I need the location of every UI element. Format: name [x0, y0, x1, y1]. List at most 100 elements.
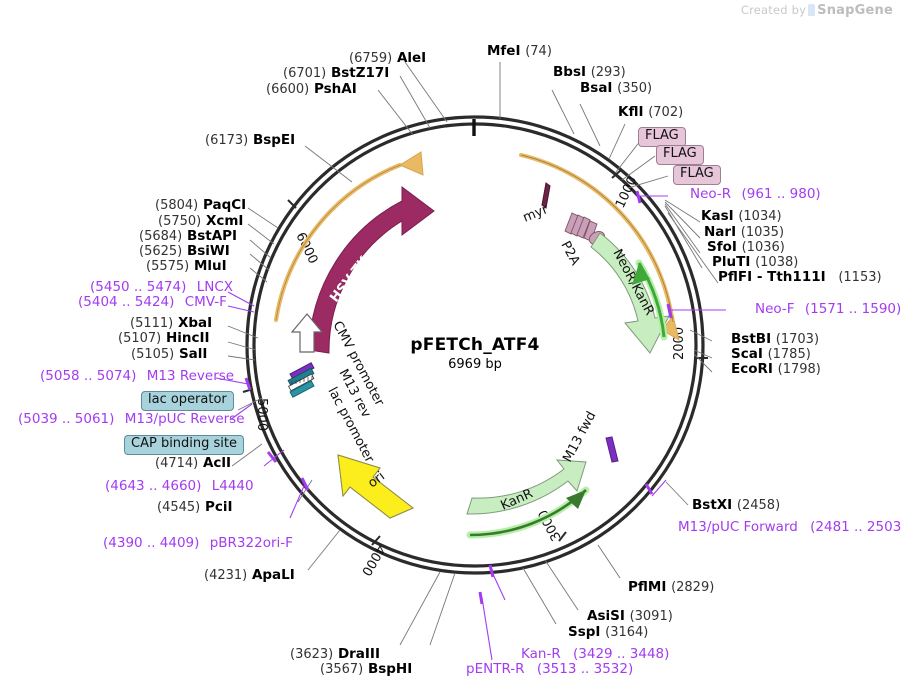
label-pflmi-position: (2829) [671, 580, 715, 595]
label-kasi-position: (1034) [738, 209, 782, 224]
ruler-tick-3000 [558, 531, 567, 542]
leader-lines-bottom-features [481, 571, 506, 661]
plasmid-name: pFETCh_ATF4 [410, 335, 540, 355]
label-pentr-r-position: (3513 .. 3532) [536, 661, 634, 677]
feature-label-kanr: KanR [499, 486, 536, 513]
label-nari-position: (1035) [740, 225, 785, 240]
label-bbsi-enzyme: BbsI [553, 64, 587, 80]
tag-flag-2: FLAG [656, 145, 704, 165]
leader-lines-top-right [499, 62, 669, 189]
label-pcii: (4545) PciI [157, 500, 233, 515]
label-mlui-position: (5575) [146, 259, 190, 274]
label-pflfi-tth111i-position: (1153) [838, 270, 882, 285]
label-kfli-enzyme: KflI [618, 104, 644, 120]
label-xcmi: (5750) XcmI [158, 213, 244, 229]
plasmid-size: 6969 bp [448, 357, 502, 372]
label-xcmi-position: (5750) [158, 214, 202, 229]
label-bsiwi-position: (5625) [139, 244, 183, 259]
label-m13puc-forward-position: (2481 .. 2503) [810, 519, 901, 535]
label-mfei: MfeI (74) [487, 44, 552, 59]
label-apali-position: (4231) [204, 568, 248, 583]
label-bsphi-position: (3567) [320, 662, 364, 677]
label-paqci: (5804) PaqCI [155, 197, 247, 213]
feature-marker-myr [541, 182, 551, 209]
label-sspi-position: (3164) [605, 625, 649, 640]
label-lncx-feature: LNCX [196, 279, 234, 295]
label-bbsi: BbsI (293) [553, 64, 626, 80]
label-hincii: (5107) HincII [118, 331, 210, 346]
label-l4440: (4643 .. 4660) L4440 [105, 478, 254, 494]
label-m13puc-forward: M13/pUC Forward (2481 .. 2503) [678, 519, 901, 535]
label-neo-f-position: (1571 .. 1590) [804, 301, 901, 317]
label-bsai: BsaI (350) [580, 80, 652, 96]
label-pluti: PluTI (1038) [712, 255, 799, 270]
site-tick-m13-reverse [244, 377, 252, 391]
leader-lines-bottom [399, 544, 621, 646]
label-lncx: (5450 .. 5474) LNCX [90, 279, 234, 295]
label-pflfi-tth111i: PflFI - Tth111I (1153) [718, 270, 882, 285]
label-m13puc-reverse-position: (5039 .. 5061) [18, 411, 115, 427]
label-xcmi-enzyme: XcmI [205, 213, 244, 229]
label-apali-enzyme: ApaLI [251, 567, 295, 583]
label-pbr322ori-f-feature: pBR322ori-F [209, 535, 293, 551]
feature-arrow-kanr [466, 459, 587, 515]
feature-arrow-cmv-promoter [273, 151, 424, 323]
label-bstbi-enzyme: BstBI [731, 331, 772, 347]
label-draiii: (3623) DraIII [290, 646, 380, 662]
label-asisi: AsiSI (3091) [587, 608, 673, 624]
label-kfli: KflI (702) [618, 104, 684, 120]
site-tick-l4440 [266, 451, 278, 463]
label-pbr322ori-f: (4390 .. 4409) pBR322ori-F [103, 535, 293, 551]
label-mlui-enzyme: MluI [193, 258, 227, 274]
feature-strand-arrow-kanr [466, 486, 590, 539]
label-neo-f-feature: Neo-F [755, 301, 795, 317]
label-acli-position: (4714) [155, 456, 199, 471]
backbone-outer-circle [245, 115, 705, 575]
leader-lines-left-features [215, 291, 305, 519]
label-pshai-position: (6600) [266, 82, 310, 97]
label-bstxi-position: (2458) [736, 498, 781, 513]
label-l4440-position: (4643 .. 4660) [105, 478, 202, 494]
label-nari-enzyme: NarI [704, 224, 737, 240]
label-m13-reverse-position: (5058 .. 5074) [40, 368, 137, 384]
label-scai-enzyme: ScaI [731, 346, 763, 362]
label-acli: (4714) AclI [155, 456, 231, 471]
feature-marker-m13-fwd [605, 436, 619, 463]
label-m13puc-forward-feature: M13/pUC Forward [678, 519, 798, 535]
label-pshai: (6600) PshAI [266, 81, 357, 97]
label-paqci-enzyme: PaqCI [202, 197, 247, 213]
label-alei-enzyme: AleI [396, 50, 427, 66]
label-bsiwi: (5625) BsiWI [139, 244, 230, 259]
label-mfei-position: (74) [525, 44, 552, 59]
site-tick-m13puc-forward [644, 483, 654, 495]
label-apali: (4231) ApaLI [204, 567, 295, 583]
label-ecori-enzyme: EcoRI [731, 361, 773, 377]
label-alei-position: (6759) [349, 51, 393, 66]
label-m13-reverse-feature: M13 Reverse [146, 368, 235, 384]
site-tick-kan-r [488, 564, 495, 578]
label-pflmi-enzyme: PflMI [628, 579, 667, 595]
label-bsai-enzyme: BsaI [580, 80, 613, 96]
snapgene-branding: Created by SnapGene [741, 3, 893, 18]
label-draiii-enzyme: DraIII [337, 646, 380, 662]
label-sali-enzyme: SalI [178, 346, 208, 362]
label-draiii-position: (3623) [290, 647, 334, 662]
label-neo-r-feature: Neo-R [690, 186, 732, 202]
leader-lines-top-left [304, 61, 448, 183]
label-pluti-position: (1038) [755, 255, 799, 270]
ruler-label-5000: 5000 [254, 398, 269, 431]
label-neo-r-position: (961 .. 980) [741, 186, 821, 202]
label-pshai-enzyme: PshAI [313, 81, 357, 97]
label-asisi-enzyme: AsiSI [587, 608, 625, 624]
ruler-label-4000: 4000 [358, 542, 388, 578]
feature-arrow-hsv-tk [308, 186, 435, 354]
ruler-tick-group [242, 169, 708, 546]
site-tick-pentr-r [478, 591, 484, 605]
label-bstxi: BstXI (2458) [692, 498, 781, 513]
label-kfli-position: (702) [648, 105, 684, 120]
feature-arrow-neor-kanr [590, 232, 670, 354]
label-hincii-position: (5107) [118, 331, 162, 346]
label-lncx-position: (5450 .. 5474) [90, 279, 187, 295]
label-bstapi-enzyme: BstAPI [186, 228, 238, 244]
